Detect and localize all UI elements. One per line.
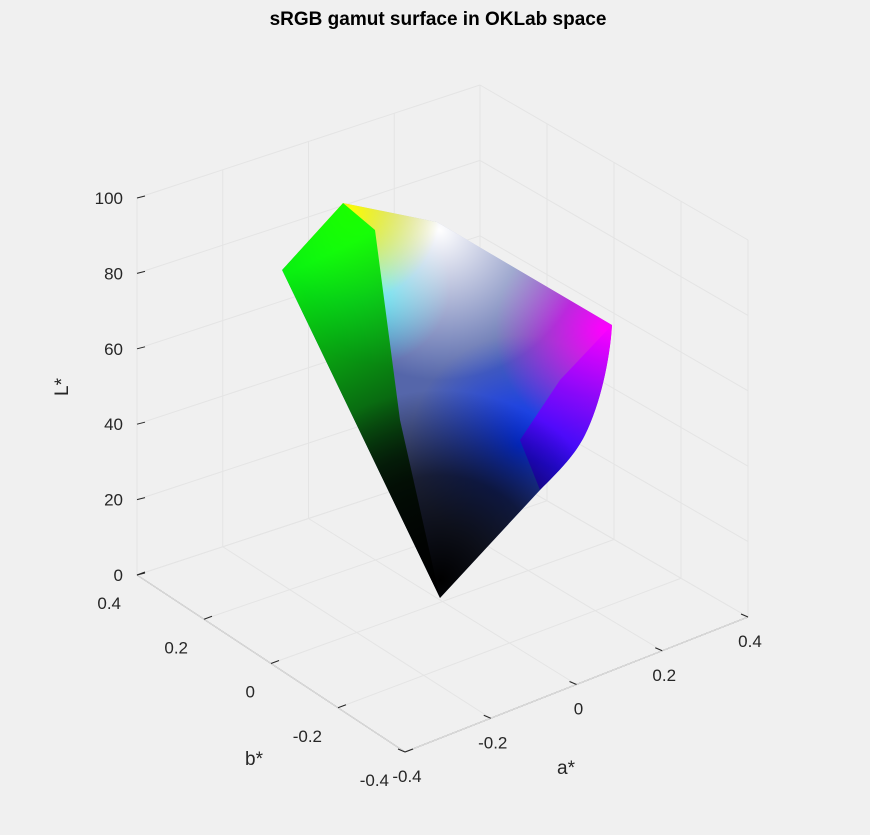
z-axis-label: L* xyxy=(52,377,73,396)
surface-black-layer xyxy=(282,203,612,598)
y-axis-label: b* xyxy=(245,749,264,770)
y-tick-label: -0.2 xyxy=(293,727,322,746)
z-tick-label: 100 xyxy=(95,189,123,208)
z-tick-label: 0 xyxy=(114,566,123,585)
y-tick-mark xyxy=(404,748,414,753)
z-tick-mark xyxy=(136,195,146,199)
grid-line-backright-horizontal xyxy=(479,235,749,392)
x-tick-mark xyxy=(740,613,749,618)
z-tick-mark xyxy=(136,497,146,501)
y-tick-mark xyxy=(136,571,146,576)
z-tick-label: 60 xyxy=(104,340,123,359)
grid-line-backleft-horizontal xyxy=(136,84,481,199)
y-tick-label: 0 xyxy=(246,683,255,702)
y-tick-mark xyxy=(203,615,213,620)
y-tick-label: 0.4 xyxy=(97,594,121,613)
x-tick-mark xyxy=(397,748,406,753)
z-tick-mark xyxy=(136,346,146,350)
grid-line-backright-horizontal xyxy=(479,84,749,241)
grid-line-backright-horizontal xyxy=(479,159,749,316)
y-tick-mark xyxy=(337,704,347,709)
x-tick-mark xyxy=(569,681,577,685)
x-tick-label: -0.2 xyxy=(478,733,507,752)
x-tick-mark xyxy=(655,647,663,652)
y-tick-label: 0.2 xyxy=(164,638,188,657)
x-axis-label: a* xyxy=(557,758,576,779)
y-tick-mark xyxy=(270,660,280,664)
x-tick-label: 0.4 xyxy=(738,632,762,651)
chart-title: sRGB gamut surface in OKLab space xyxy=(270,9,607,30)
grid-line-floor-b xyxy=(270,539,615,664)
grid-line-floor-b xyxy=(337,577,682,709)
gamut-surface[interactable] xyxy=(250,190,650,610)
grid-line-backleft-horizontal xyxy=(136,159,481,274)
z-tick-label: 20 xyxy=(104,491,123,510)
x-tick-label: 0.2 xyxy=(652,666,676,685)
axis-labels: L* b* a* xyxy=(52,377,576,779)
z-tick-label: 40 xyxy=(104,415,123,434)
x-tick-label: -0.4 xyxy=(392,767,421,786)
x-tick-mark xyxy=(483,714,491,719)
z-tick-mark xyxy=(136,270,146,274)
z-tick-mark xyxy=(136,421,146,425)
axis-ticks: 0 20 40 60 80 100 0.4 0.2 0 -0.2 -0.4 -0.4 -0.2 0 0.2 0… xyxy=(95,189,762,790)
x-tick-label: 0 xyxy=(574,700,583,719)
z-tick-label: 80 xyxy=(104,264,123,283)
y-tick-label: -0.4 xyxy=(360,771,389,790)
